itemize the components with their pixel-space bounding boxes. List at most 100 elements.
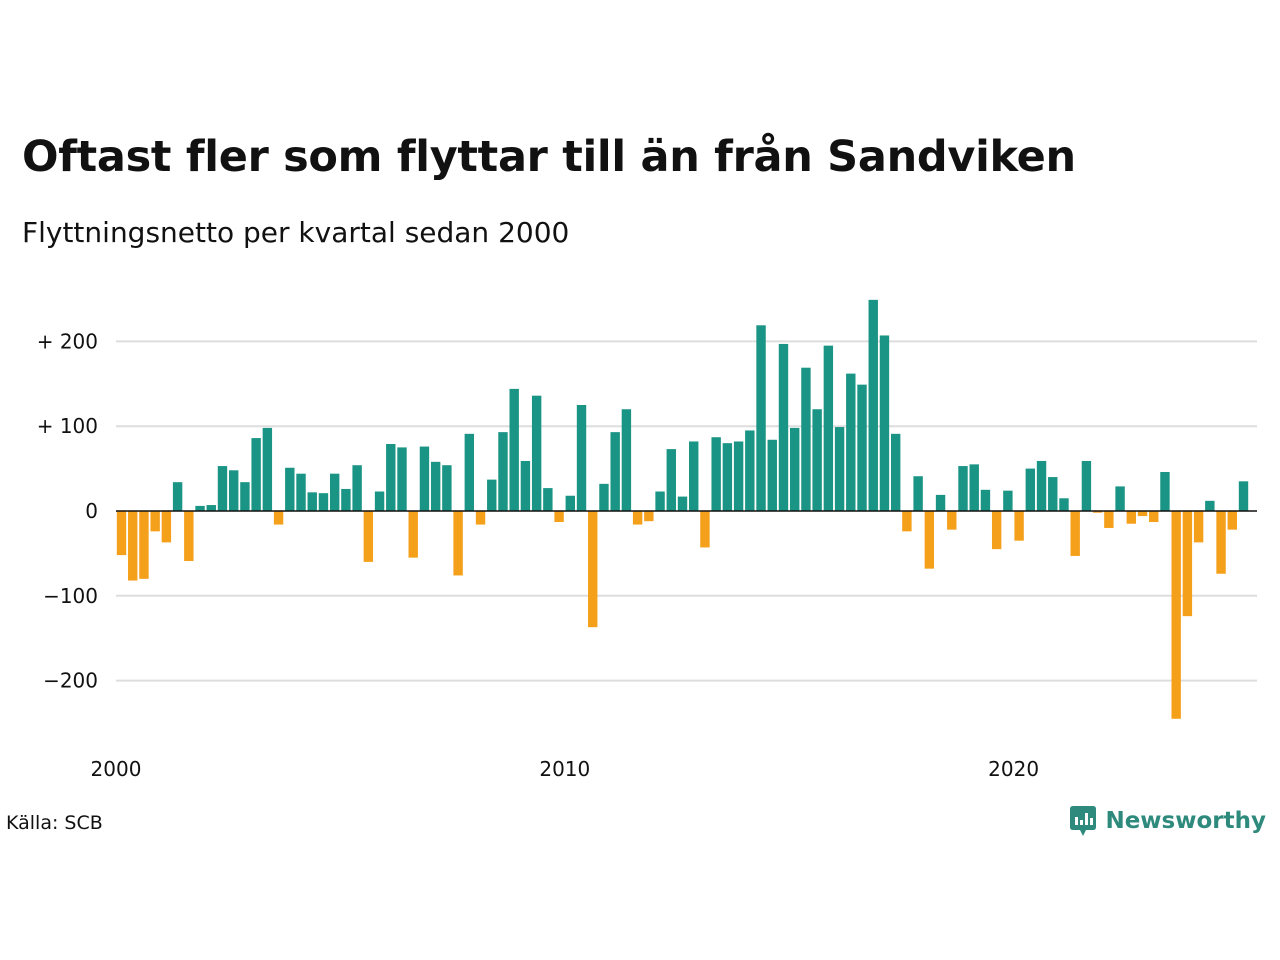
bar <box>1081 460 1092 511</box>
bar <box>823 345 834 511</box>
y-tick-label: 0 <box>85 499 98 523</box>
bar <box>1193 511 1204 543</box>
bar <box>453 511 463 576</box>
bar <box>1182 511 1193 617</box>
bar <box>1238 481 1249 511</box>
bar <box>341 488 351 511</box>
bar <box>116 511 127 556</box>
bar <box>1003 490 1013 511</box>
bar <box>632 511 643 525</box>
bar <box>397 447 407 511</box>
bar <box>386 444 396 511</box>
bar <box>374 491 385 511</box>
bar <box>475 511 486 525</box>
bar <box>722 443 733 511</box>
bar <box>969 464 979 511</box>
bar <box>902 511 912 532</box>
bar <box>935 494 946 511</box>
bar <box>251 438 261 511</box>
bar <box>554 511 564 523</box>
bar <box>689 441 699 511</box>
bar <box>307 492 317 511</box>
bar <box>487 479 497 511</box>
grid-lines <box>116 340 1257 682</box>
y-tick-label: −200 <box>43 669 98 693</box>
bar <box>1227 511 1237 530</box>
x-tick-label: 2000 <box>91 757 142 781</box>
bar <box>913 476 923 511</box>
bar <box>419 446 430 511</box>
bar <box>801 367 811 511</box>
newsworthy-logo-icon <box>1070 806 1097 836</box>
chart-subtitle: Flyttningsnetto per kvartal sedan 2000 <box>22 216 570 249</box>
bar <box>1115 486 1125 511</box>
chart-title: Oftast fler som flyttar till än från San… <box>22 132 1076 182</box>
bar <box>924 511 935 569</box>
bar <box>161 511 172 543</box>
x-axis-ticks: 2000 2010 2020 <box>91 757 1040 781</box>
bar <box>217 466 228 511</box>
bar <box>285 467 295 511</box>
bar <box>498 432 508 511</box>
bar <box>621 409 632 511</box>
bar <box>543 488 553 511</box>
bar <box>947 511 957 530</box>
bar <box>318 493 329 511</box>
bar <box>1205 500 1215 511</box>
bar <box>857 384 867 511</box>
bar <box>150 511 160 532</box>
bar <box>1092 511 1103 513</box>
bar <box>565 495 575 511</box>
bar <box>778 343 789 511</box>
bar <box>509 388 519 511</box>
bar <box>756 325 766 511</box>
y-tick-label: −100 <box>43 584 98 608</box>
bar <box>229 470 239 511</box>
brand-name: Newsworthy <box>1105 808 1266 834</box>
bar <box>195 505 205 511</box>
bar <box>1048 477 1058 511</box>
bar <box>1216 511 1226 574</box>
bar <box>991 511 1002 550</box>
bar <box>442 465 452 511</box>
bar <box>128 511 138 581</box>
bar <box>329 473 340 511</box>
brand-logo: Newsworthy <box>1069 804 1266 838</box>
bar <box>700 511 710 548</box>
bar <box>1070 511 1080 556</box>
bar <box>576 405 587 511</box>
bar <box>599 483 609 511</box>
bar <box>767 439 777 511</box>
bar <box>1025 468 1036 511</box>
bar <box>240 482 250 511</box>
bar <box>262 427 273 511</box>
bar <box>588 511 598 628</box>
bar <box>846 373 856 511</box>
bar <box>184 511 194 562</box>
bar <box>520 460 531 511</box>
bars <box>116 299 1249 719</box>
bar <box>745 430 755 511</box>
bar-chart: + 200 + 100 0 −100 −200 2000 2010 2020 <box>37 299 1257 781</box>
bar <box>733 441 744 511</box>
y-axis-ticks: + 200 + 100 0 −100 −200 <box>37 329 98 692</box>
bar <box>172 482 183 511</box>
bar <box>1137 511 1148 517</box>
y-tick-label: + 200 <box>37 329 98 353</box>
x-tick-label: 2010 <box>539 757 590 781</box>
bar <box>1014 511 1024 541</box>
bar <box>206 505 216 511</box>
bar <box>352 465 362 511</box>
bar <box>531 395 542 511</box>
bar <box>273 511 284 525</box>
bar <box>677 496 688 511</box>
bar <box>980 489 991 511</box>
x-tick-label: 2020 <box>988 757 1039 781</box>
bar <box>408 511 418 558</box>
bar <box>644 511 654 522</box>
source-note: Källa: SCB <box>6 812 103 834</box>
bar <box>1160 471 1170 511</box>
bar <box>834 427 845 511</box>
bar <box>1126 511 1136 524</box>
bar <box>666 449 676 511</box>
